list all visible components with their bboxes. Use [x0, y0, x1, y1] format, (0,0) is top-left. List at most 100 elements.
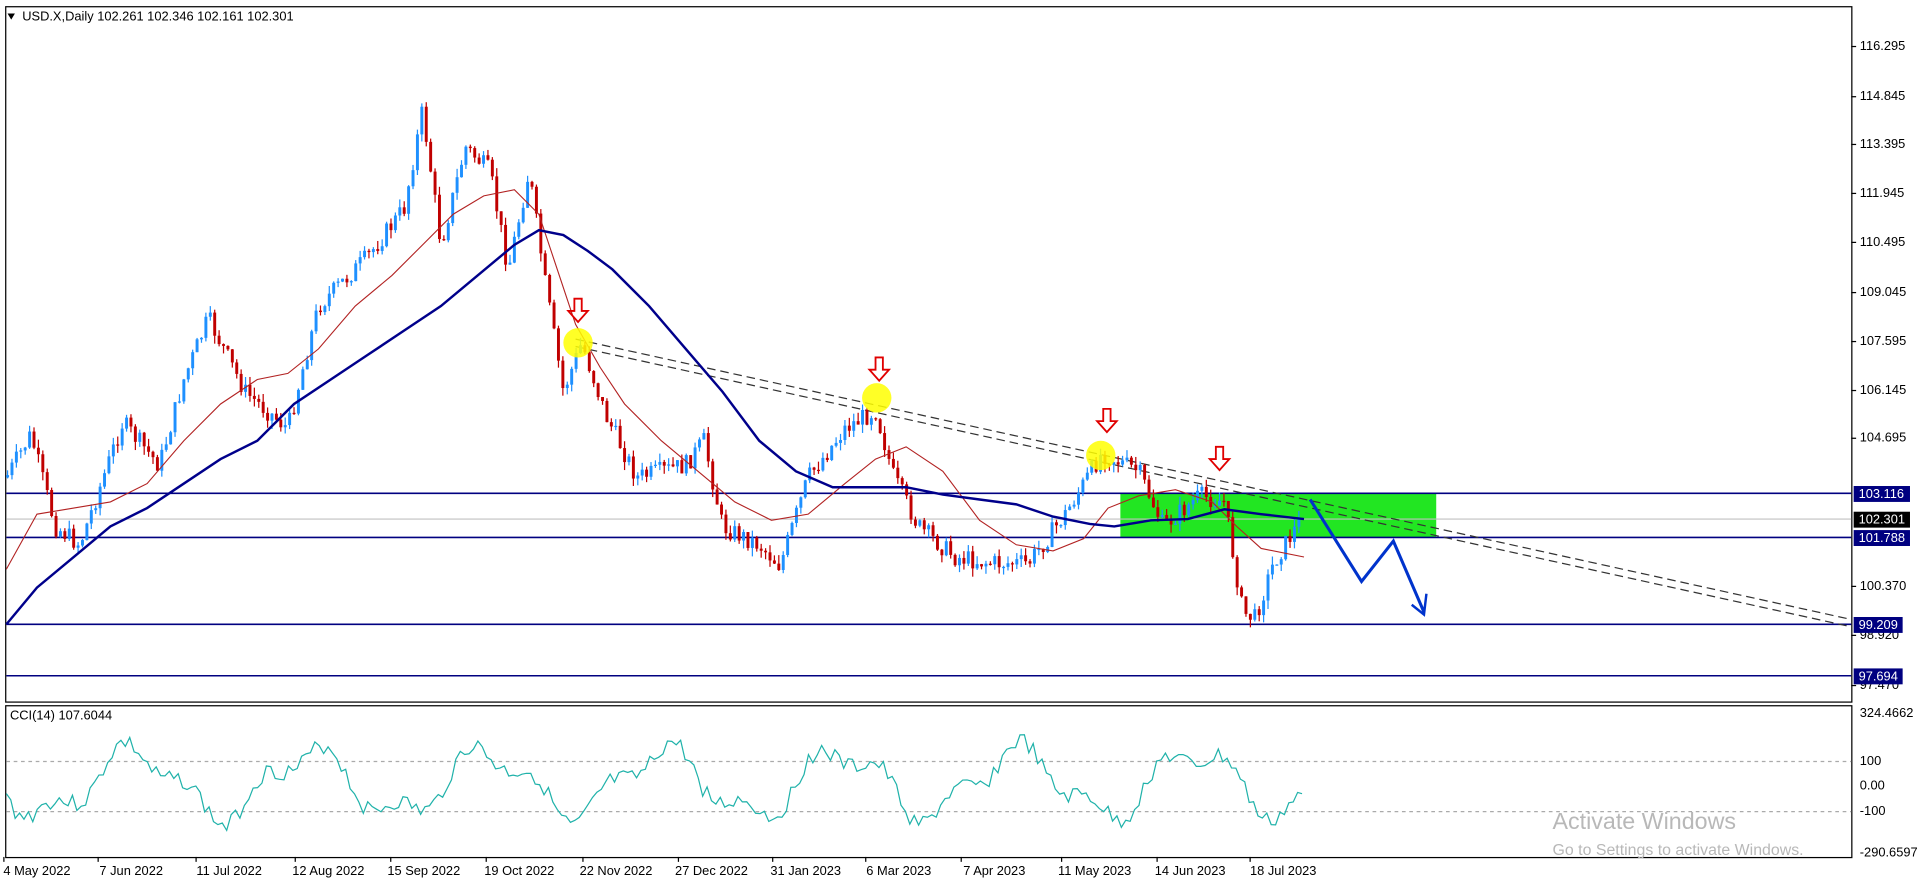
candle-body	[1041, 548, 1045, 553]
candle-body	[54, 516, 58, 537]
candle-body	[918, 520, 922, 526]
cci-panel-border	[5, 705, 1853, 859]
candle-body	[552, 302, 556, 329]
candle-body	[1147, 479, 1151, 498]
candle-body	[266, 412, 270, 421]
candle-body	[424, 106, 428, 142]
price-label: 116.295	[1860, 38, 1905, 53]
date-label: 11 May 2023	[1058, 863, 1131, 878]
candle-body	[1279, 559, 1283, 565]
candle-body	[1050, 522, 1054, 547]
candle-body	[301, 369, 305, 390]
candle-body	[645, 469, 649, 477]
candle-body	[927, 525, 931, 530]
candle-body	[415, 134, 419, 171]
candle-body	[997, 556, 1001, 568]
candle-body	[85, 523, 89, 541]
highlight-markers	[563, 328, 1116, 471]
candle-body	[878, 419, 882, 434]
candle-body	[1063, 510, 1067, 526]
candle-body	[636, 475, 640, 479]
candle-body	[874, 418, 878, 420]
date-label: 31 Jan 2023	[770, 863, 841, 878]
fast-ma	[5, 189, 1305, 570]
candle-body	[799, 497, 803, 508]
candle-body	[508, 262, 512, 265]
candle-body	[913, 519, 917, 526]
level-tag	[1853, 486, 1910, 502]
date-label: 4 May 2022	[3, 863, 70, 878]
level-tag-text: 97.694	[1859, 668, 1898, 683]
candle-body	[1270, 564, 1274, 575]
symbol-info: USD.X,Daily 102.261 102.346 102.161 102.…	[22, 9, 293, 24]
cci-label: 100	[1860, 753, 1881, 768]
candle-body	[539, 213, 543, 254]
candle-body	[715, 489, 719, 505]
candle-body	[1182, 504, 1186, 516]
candle-body	[191, 352, 195, 369]
candle-body	[407, 186, 411, 214]
candle-body	[1240, 587, 1244, 597]
candle-body	[319, 310, 322, 313]
level-tag-text: 103.116	[1859, 486, 1904, 501]
cci-label: 324.4662	[1860, 705, 1914, 720]
candle-body	[67, 528, 71, 539]
candle-body	[962, 557, 966, 564]
candle-body	[63, 531, 67, 539]
candle-body	[1200, 486, 1204, 491]
candle-body	[746, 532, 750, 548]
candle-body	[208, 312, 212, 317]
candle-body	[1143, 464, 1147, 480]
candle-body	[574, 353, 578, 369]
candle-body	[437, 194, 441, 240]
candle-body	[728, 533, 732, 540]
candle-body	[1292, 526, 1296, 542]
level-tag-text: 99.209	[1859, 617, 1898, 632]
candle-body	[1019, 555, 1023, 560]
candle-body	[658, 461, 662, 465]
candle-body	[222, 344, 225, 346]
candle-body	[931, 525, 935, 536]
candle-body	[861, 409, 865, 425]
candle-body	[151, 451, 155, 458]
candle-body	[1275, 564, 1279, 566]
candle-body	[1112, 462, 1116, 465]
candles	[6, 102, 1301, 628]
candle-body	[433, 171, 437, 195]
candle-body	[794, 507, 798, 523]
candle-body	[684, 455, 688, 474]
candle-body	[803, 480, 807, 498]
date-label: 6 Mar 2023	[866, 863, 931, 878]
candle-body	[675, 460, 679, 467]
candle-body	[349, 281, 353, 283]
date-axis: 4 May 2022 7 Jun 2022 11 Jul 2022 12 Aug 20…	[3, 856, 1316, 878]
candle-body	[817, 469, 820, 472]
candle-body	[1024, 555, 1028, 562]
candle-body	[830, 445, 834, 461]
candle-body	[226, 345, 230, 350]
date-label: 12 Aug 2022	[292, 863, 364, 878]
cci-label: -290.6597	[1860, 845, 1918, 860]
candle-body	[1134, 464, 1138, 471]
candle-body	[958, 557, 961, 566]
arrow-markers	[566, 297, 1232, 472]
candle-body	[103, 473, 106, 487]
candle-body	[261, 401, 265, 413]
candle-body	[693, 447, 697, 469]
candle-body	[486, 155, 490, 160]
price-label: 104.695	[1860, 430, 1906, 445]
candle-body	[1244, 596, 1248, 614]
candle-body	[1169, 518, 1173, 525]
candle-body	[490, 159, 494, 177]
candle-body	[750, 537, 754, 548]
candle-body	[468, 146, 472, 149]
candle-body	[843, 425, 847, 441]
menu-triangle[interactable]	[7, 13, 15, 20]
candle-body	[737, 526, 741, 541]
candle-body	[556, 328, 560, 361]
candle-body	[548, 274, 552, 303]
candle-body	[147, 446, 151, 452]
candle-body	[711, 461, 715, 490]
